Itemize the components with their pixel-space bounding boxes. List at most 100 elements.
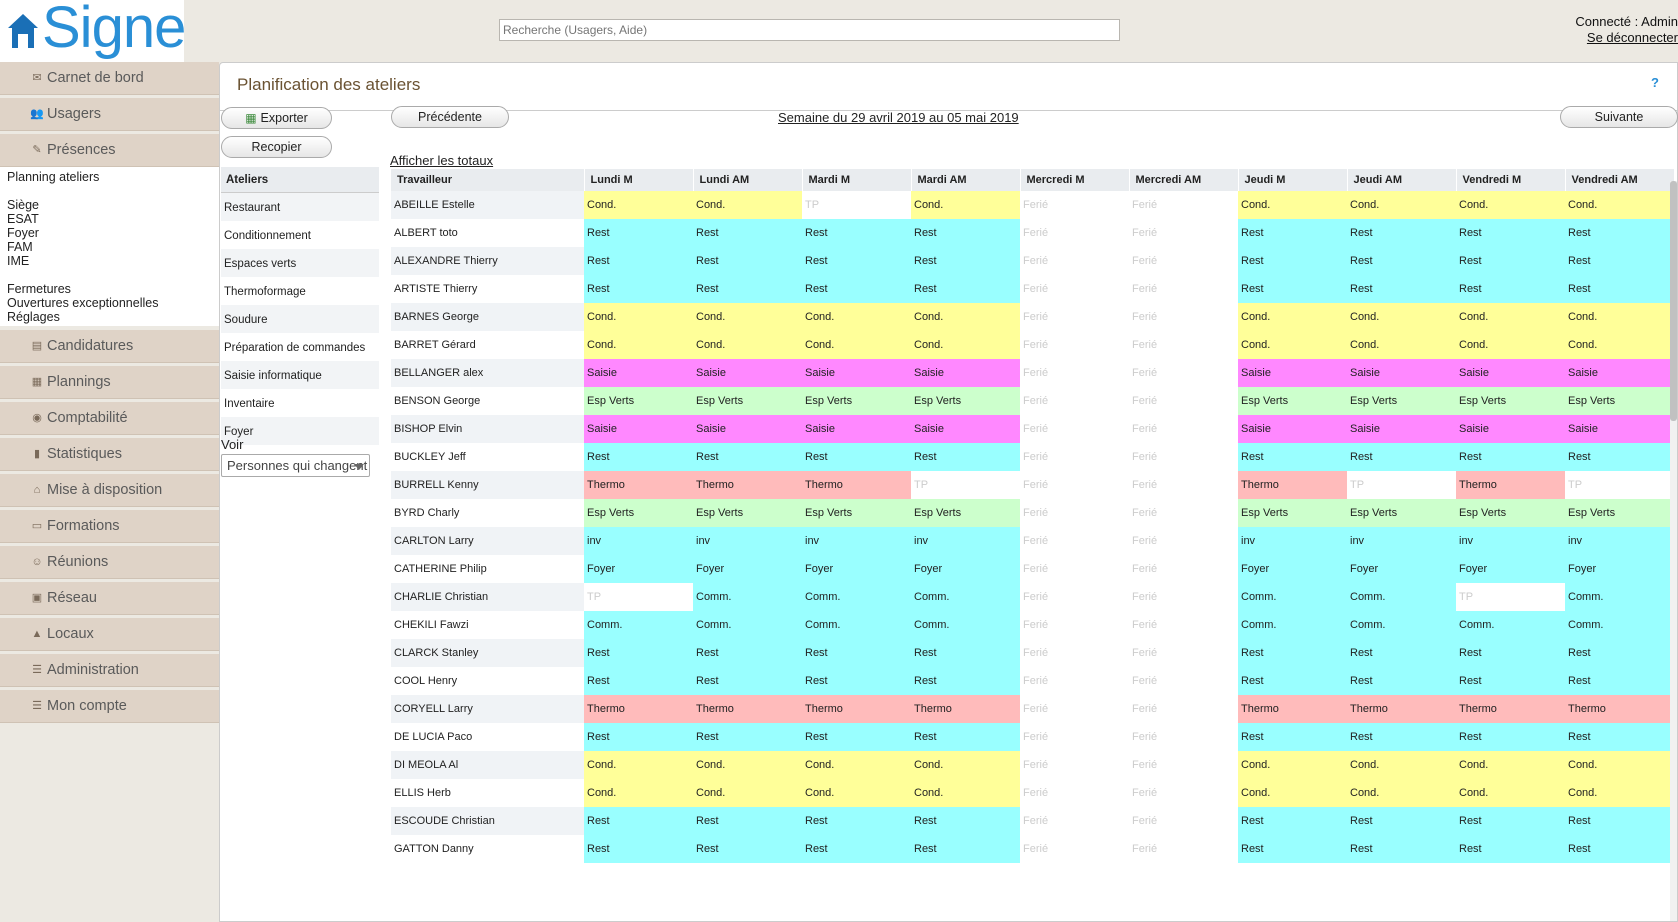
planning-cell[interactable]: Rest bbox=[1565, 835, 1674, 863]
planning-cell[interactable]: Rest bbox=[1456, 219, 1565, 247]
planning-cell[interactable]: Thermo bbox=[693, 695, 802, 723]
planning-cell[interactable]: Foyer bbox=[1456, 555, 1565, 583]
nav-usagers[interactable]: 👥 Usagers bbox=[0, 98, 219, 131]
planning-cell[interactable]: Rest bbox=[1238, 639, 1347, 667]
submenu-fermetures[interactable]: Fermetures bbox=[7, 282, 71, 296]
planning-cell[interactable]: Esp Verts bbox=[693, 499, 802, 527]
planning-cell[interactable]: Foyer bbox=[1347, 555, 1456, 583]
planning-cell[interactable]: Foyer bbox=[693, 555, 802, 583]
planning-cell[interactable]: Rest bbox=[1238, 219, 1347, 247]
planning-cell[interactable]: Comm. bbox=[1238, 583, 1347, 611]
submenu-ouvertures[interactable]: Ouvertures exceptionnelles bbox=[7, 296, 159, 310]
planning-cell[interactable]: Rest bbox=[1347, 667, 1456, 695]
planning-cell[interactable]: Cond. bbox=[802, 303, 911, 331]
planning-cell[interactable]: Comm. bbox=[1238, 611, 1347, 639]
planning-cell[interactable]: Cond. bbox=[911, 779, 1020, 807]
planning-cell[interactable]: Cond. bbox=[1347, 191, 1456, 219]
planning-cell[interactable]: Saisie bbox=[1565, 359, 1674, 387]
planning-cell[interactable]: Saisie bbox=[802, 415, 911, 443]
planning-cell[interactable]: Saisie bbox=[1347, 415, 1456, 443]
planning-cell[interactable]: Rest bbox=[1238, 667, 1347, 695]
planning-cell[interactable]: Comm. bbox=[693, 611, 802, 639]
planning-cell[interactable]: Saisie bbox=[1347, 359, 1456, 387]
planning-cell[interactable]: inv bbox=[802, 527, 911, 555]
logout-link[interactable]: Se déconnecter bbox=[1586, 30, 1678, 45]
planning-cell[interactable]: Rest bbox=[911, 667, 1020, 695]
planning-cell[interactable]: TP bbox=[1456, 583, 1565, 611]
planning-cell[interactable]: Comm. bbox=[802, 583, 911, 611]
planning-cell[interactable]: Esp Verts bbox=[693, 387, 802, 415]
planning-cell[interactable]: Thermo bbox=[802, 695, 911, 723]
planning-cell[interactable]: Esp Verts bbox=[1565, 387, 1674, 415]
planning-cell[interactable]: Thermo bbox=[1238, 471, 1347, 499]
planning-cell[interactable]: Rest bbox=[693, 807, 802, 835]
planning-cell[interactable]: Esp Verts bbox=[584, 387, 693, 415]
planning-cell[interactable]: Cond. bbox=[802, 779, 911, 807]
planning-cell[interactable]: Rest bbox=[1347, 835, 1456, 863]
planning-cell[interactable]: Cond. bbox=[1347, 331, 1456, 359]
nav-mise-disposition[interactable]: ⌂ Mise à disposition bbox=[0, 474, 219, 507]
planning-cell[interactable]: Thermo bbox=[1456, 695, 1565, 723]
planning-cell[interactable]: Thermo bbox=[584, 471, 693, 499]
planning-cell[interactable]: Cond. bbox=[693, 779, 802, 807]
planning-cell[interactable]: Saisie bbox=[1565, 415, 1674, 443]
planning-cell[interactable]: Rest bbox=[911, 835, 1020, 863]
help-icon[interactable]: ? bbox=[1651, 75, 1659, 90]
planning-cell[interactable]: Esp Verts bbox=[1238, 499, 1347, 527]
planning-cell[interactable]: Cond. bbox=[911, 751, 1020, 779]
planning-cell[interactable]: Rest bbox=[1238, 835, 1347, 863]
planning-cell[interactable]: Cond. bbox=[1456, 751, 1565, 779]
planning-cell[interactable]: Rest bbox=[1565, 247, 1674, 275]
planning-cell[interactable]: Cond. bbox=[1347, 779, 1456, 807]
atelier-item[interactable]: Saisie informatique bbox=[221, 361, 379, 389]
planning-cell[interactable]: Rest bbox=[1565, 667, 1674, 695]
planning-cell[interactable]: Foyer bbox=[1238, 555, 1347, 583]
planning-cell[interactable]: Rest bbox=[1238, 807, 1347, 835]
planning-cell[interactable]: Rest bbox=[802, 807, 911, 835]
planning-cell[interactable]: Rest bbox=[693, 247, 802, 275]
planning-cell[interactable]: Cond. bbox=[1238, 303, 1347, 331]
planning-cell[interactable]: Rest bbox=[802, 443, 911, 471]
planning-cell[interactable]: TP bbox=[584, 583, 693, 611]
planning-cell[interactable]: Comm. bbox=[1456, 611, 1565, 639]
planning-cell[interactable]: inv bbox=[693, 527, 802, 555]
atelier-item[interactable]: Thermoformage bbox=[221, 277, 379, 305]
atelier-item[interactable]: Conditionnement bbox=[221, 221, 379, 249]
planning-cell[interactable]: Rest bbox=[911, 639, 1020, 667]
week-label[interactable]: Semaine du 29 avril 2019 au 05 mai 2019 bbox=[778, 110, 1019, 125]
planning-cell[interactable]: TP bbox=[911, 471, 1020, 499]
planning-cell[interactable]: Saisie bbox=[584, 359, 693, 387]
planning-cell[interactable]: Rest bbox=[584, 723, 693, 751]
submenu-foyer[interactable]: Foyer bbox=[7, 226, 39, 240]
planning-cell[interactable]: Cond. bbox=[1456, 779, 1565, 807]
app-logo[interactable]: Signe bbox=[0, 0, 186, 62]
planning-cell[interactable]: Esp Verts bbox=[1456, 387, 1565, 415]
planning-cell[interactable]: Esp Verts bbox=[1347, 387, 1456, 415]
planning-cell[interactable]: Rest bbox=[1456, 723, 1565, 751]
planning-cell[interactable]: Thermo bbox=[1347, 695, 1456, 723]
planning-cell[interactable]: Rest bbox=[911, 247, 1020, 275]
nav-formations[interactable]: ▭ Formations bbox=[0, 510, 219, 543]
planning-cell[interactable]: Cond. bbox=[1238, 779, 1347, 807]
planning-cell[interactable]: Rest bbox=[1565, 443, 1674, 471]
planning-cell[interactable]: Cond. bbox=[911, 331, 1020, 359]
nav-mon-compte[interactable]: ☰ Mon compte bbox=[0, 690, 219, 723]
planning-cell[interactable]: Comm. bbox=[1347, 611, 1456, 639]
planning-cell[interactable]: Rest bbox=[1238, 247, 1347, 275]
planning-cell[interactable]: Cond. bbox=[584, 331, 693, 359]
nav-administration[interactable]: ☰ Administration bbox=[0, 654, 219, 687]
planning-cell[interactable]: Esp Verts bbox=[1456, 499, 1565, 527]
planning-cell[interactable]: Cond. bbox=[911, 303, 1020, 331]
planning-cell[interactable]: Rest bbox=[802, 275, 911, 303]
planning-cell[interactable]: Cond. bbox=[693, 303, 802, 331]
planning-cell[interactable]: Foyer bbox=[802, 555, 911, 583]
planning-cell[interactable]: Saisie bbox=[1456, 359, 1565, 387]
planning-cell[interactable]: Rest bbox=[693, 639, 802, 667]
atelier-item[interactable]: Préparation de commandes bbox=[221, 333, 379, 361]
planning-cell[interactable]: Cond. bbox=[1565, 303, 1674, 331]
planning-cell[interactable]: Rest bbox=[693, 835, 802, 863]
planning-cell[interactable]: Rest bbox=[911, 275, 1020, 303]
planning-cell[interactable]: Saisie bbox=[802, 359, 911, 387]
planning-cell[interactable]: Saisie bbox=[693, 359, 802, 387]
planning-cell[interactable]: Rest bbox=[1238, 443, 1347, 471]
